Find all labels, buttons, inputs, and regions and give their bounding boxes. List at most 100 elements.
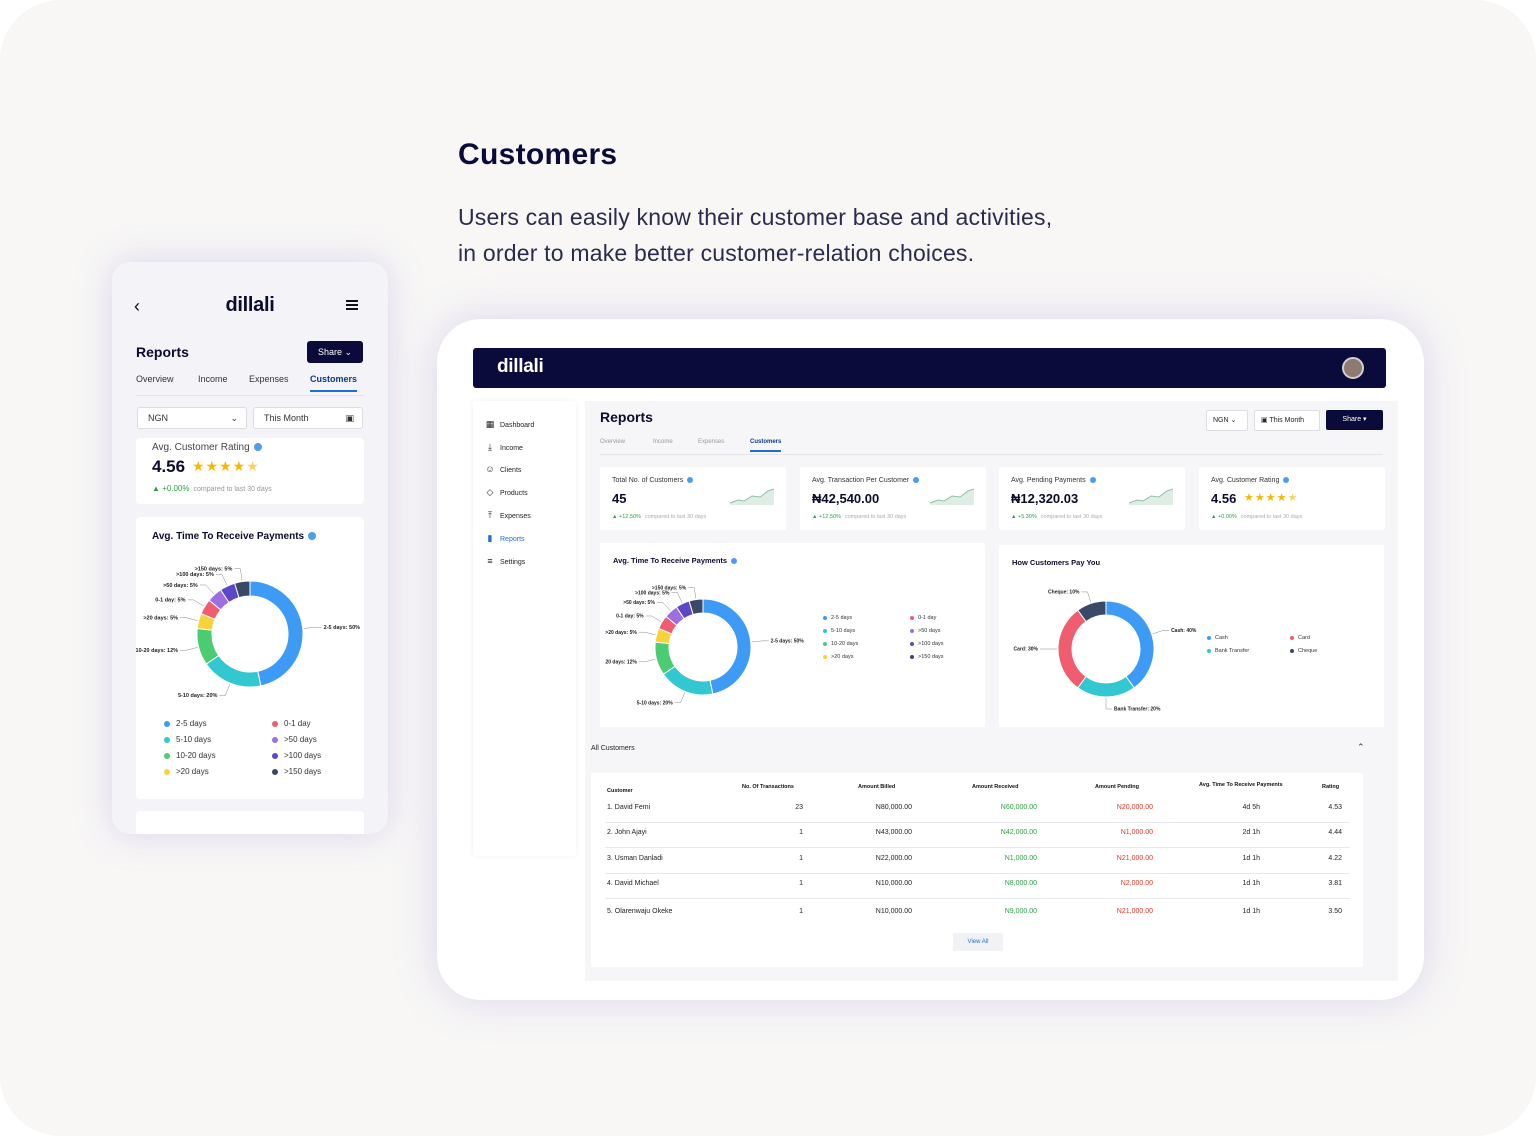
donut-slice-2-5-days[interactable] [249, 580, 304, 687]
share-button[interactable]: Share ⌄ [307, 341, 363, 363]
stat-delta: ▲ +12.50% compared to last 30 days [612, 514, 707, 520]
donut-data-label: Cheque: 10% [1048, 590, 1080, 596]
chevron-left-icon[interactable]: ‹ [134, 296, 140, 316]
row-divider [605, 847, 1350, 848]
chevron-up-icon[interactable]: ⌃ [1357, 742, 1365, 752]
stat-avg-rating: Avg. Customer Rating 4.56 ★★★★★ ▲ +0.00%… [1199, 467, 1385, 530]
donut-slice-cheque[interactable] [1077, 600, 1107, 623]
tab-income[interactable]: Income [198, 374, 228, 384]
donut-data-label: >20 days: 5% [605, 630, 637, 636]
label-leader-line [674, 692, 685, 703]
label-leader-line [656, 602, 671, 611]
donut-slice-5-10-days[interactable] [662, 665, 714, 696]
sparkline [730, 488, 774, 505]
label-leader-line [1105, 698, 1112, 710]
label-leader-line [671, 592, 683, 603]
col-amount-billed: Amount Billed [858, 784, 896, 790]
view-all-button[interactable]: View All [953, 933, 1003, 951]
mobile-header: ‹ dillali [112, 262, 388, 342]
cell-pending: N21,000.00 [1116, 908, 1153, 915]
report-tabs: Overview Income Expenses Customers [136, 374, 364, 396]
period-select[interactable]: This Month ▣ [253, 407, 363, 429]
star-rating: ★★★★★ [192, 458, 260, 474]
sidebar-item-reports[interactable]: ▮ Reports [485, 533, 525, 544]
donut-data-label: Cash: 40% [1171, 628, 1197, 634]
stat-delta: ▲ +0.00% compared to last 30 days [1211, 514, 1303, 520]
legend-bank-transfer: Bank Transfer [1207, 648, 1249, 654]
label-leader-line [751, 640, 769, 643]
chevron-down-icon: ⌄ [1230, 417, 1237, 424]
currency-select[interactable]: NGN ⌄ [1206, 410, 1248, 431]
label-leader-line [638, 631, 656, 636]
avatar[interactable] [1342, 357, 1364, 379]
donut-data-label: >150 days: 5% [652, 585, 687, 591]
download-icon: ⤓ [488, 442, 492, 452]
users-icon: ☺ [485, 464, 495, 474]
chart-title: How Customers Pay You [1012, 558, 1101, 567]
donut-slice--150-days[interactable] [688, 598, 704, 616]
label-leader-line [638, 658, 656, 663]
sparkline [930, 488, 974, 505]
tab-income[interactable]: Income [653, 439, 673, 445]
cell-received: N42,000.00 [1000, 829, 1037, 836]
payment-donut-chart: Cash: 40% Bank Transfer: 20% Card: 30% Cheq… [1014, 590, 1197, 713]
label-leader-line [1081, 591, 1092, 603]
sidebar-item-income[interactable]: ⤓ Income [485, 442, 523, 453]
info-icon [687, 477, 694, 484]
row-divider [605, 873, 1350, 874]
tab-expenses[interactable]: Expenses [698, 439, 725, 445]
stat-value: 4.56 [1211, 491, 1237, 506]
sidebar-item-settings[interactable]: ≡ Settings [485, 556, 525, 566]
cell-billed: N10,000.00 [875, 908, 912, 915]
sidebar-item-dashboard[interactable]: ▦ Dashboard [485, 419, 535, 429]
payment-methods-card: How Customers Pay You Cash: 40% Bank Tran… [999, 545, 1384, 727]
cell-avg-time: 2d 1h [1242, 829, 1260, 836]
rating-value: 4.56 [152, 457, 186, 476]
tag-icon: ◇ [486, 487, 494, 497]
cell-rating: 4.44 [1328, 829, 1342, 836]
donut-data-label: >50 days: 5% [623, 600, 655, 606]
legend-20-days: >20 days [823, 654, 853, 660]
legend-50-days: >50 days [910, 628, 940, 634]
currency-select[interactable]: NGN ⌄ [137, 407, 247, 429]
legend-cheque: Cheque [1290, 648, 1317, 654]
legend-20-days: >20 days [164, 767, 209, 776]
tab-customers[interactable]: Customers [310, 374, 358, 392]
share-button[interactable]: Share ▾ [1326, 410, 1383, 430]
sidebar-item-clients[interactable]: ☺ Clients [485, 464, 522, 474]
star-rating: ★★★★★ [1244, 492, 1299, 504]
cell-customer: 1. David Femi [607, 804, 651, 811]
next-card [136, 811, 364, 834]
donut-data-label: >20 days: 5% [143, 616, 178, 622]
tab-expenses[interactable]: Expenses [249, 374, 289, 384]
donut-slice-5-10-days[interactable] [205, 654, 262, 688]
stat-value: 45 [612, 491, 627, 506]
legend-100-days: >100 days [910, 641, 944, 647]
rating-delta: ▲ +0.00% compared to last 30 days [152, 484, 272, 493]
tab-overview[interactable]: Overview [136, 374, 174, 384]
hero-title: Customers [458, 138, 618, 171]
label-leader-line [303, 626, 322, 629]
donut-slice-card[interactable] [1057, 609, 1087, 689]
payments-time-card: Avg. Time To Receive Payments 2-5 days: … [600, 543, 985, 727]
stat-label: Avg. Transaction Per Customer [812, 477, 920, 484]
rating-label: Avg. Customer Rating [152, 442, 262, 453]
sidebar-item-expenses[interactable]: ⤒ Expenses [485, 510, 531, 521]
donut-slice--150-days[interactable] [234, 580, 251, 599]
donut-slice-bank-transfer[interactable] [1077, 675, 1135, 698]
period-select[interactable]: ▣ This Month [1254, 410, 1320, 431]
brand-logo: dillali [497, 356, 544, 377]
cell-rating: 4.22 [1328, 855, 1342, 862]
label-leader-line [199, 584, 215, 595]
stat-delta: ▲ +12.50% compared to last 30 days [812, 514, 907, 520]
chart-title: Avg. Time To Receive Payments [613, 556, 738, 565]
tab-customers[interactable]: Customers [750, 439, 782, 452]
label-leader-line [645, 615, 662, 622]
donut-slice-cash[interactable] [1105, 600, 1155, 689]
info-icon [1089, 477, 1096, 484]
hamburger-icon[interactable] [346, 300, 358, 310]
info-icon [1283, 477, 1290, 484]
tab-overview[interactable]: Overview [600, 439, 626, 445]
sidebar-item-products[interactable]: ◇ Products [486, 487, 528, 497]
info-icon [731, 558, 738, 565]
